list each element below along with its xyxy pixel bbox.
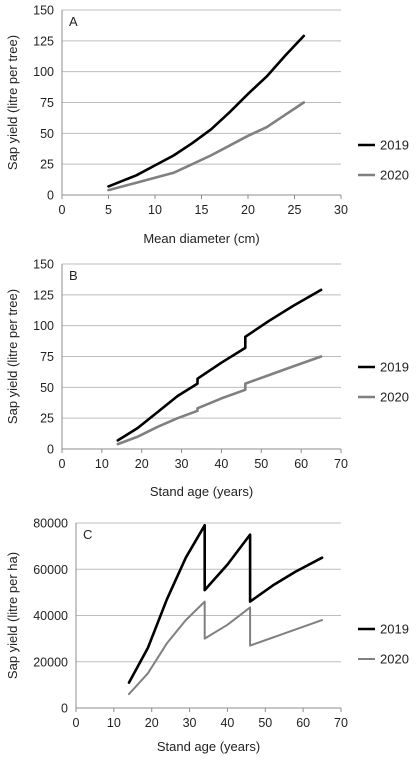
- legend: 2019 2020: [358, 138, 409, 183]
- y-axis-title: Sap yield (litre per ha): [5, 552, 20, 679]
- y-tick-label: 80000: [33, 517, 68, 531]
- y-tick-label: 50: [40, 127, 54, 141]
- y-axis-title: Sap yield (litre per tree): [5, 289, 20, 424]
- y-tick-label: 50: [40, 381, 54, 395]
- x-tick-label: 25: [288, 203, 302, 217]
- y-axis-title: Sap yield (litre per tree): [5, 35, 20, 170]
- y-tick-label: 60000: [33, 563, 68, 577]
- y-tick-label: 150: [33, 4, 54, 18]
- x-tick-label: 50: [254, 457, 268, 471]
- legend: 2019 2020: [358, 360, 409, 405]
- x-tick-label: 60: [294, 457, 308, 471]
- y-tick-label: 125: [33, 288, 54, 302]
- x-tick-label: 15: [195, 203, 209, 217]
- x-tick-label: 10: [107, 716, 121, 730]
- y-tick-label: 75: [40, 350, 54, 364]
- legend-label-2020: 2020: [380, 390, 409, 405]
- legend-label-2020: 2020: [380, 168, 409, 183]
- y-tick-label: 20000: [33, 655, 68, 669]
- series-line-2019: [116, 288, 323, 442]
- panel-label: C: [83, 527, 92, 542]
- y-tick-label: 0: [61, 702, 68, 716]
- x-tick-label: 0: [73, 716, 80, 730]
- panel-C: 0 20000 40000 60000 80000 0 10 20 30 40 50 60 70 Stan…: [5, 517, 409, 755]
- series-line-2020: [116, 355, 323, 446]
- panel-A: 0 25 50 75 100 125 150 0 5 10 15 20 25 30 Mean diamete…: [5, 4, 409, 247]
- x-axis-title: Mean diameter (cm): [143, 231, 259, 246]
- y-tick-label: 25: [40, 158, 54, 172]
- x-tick-label: 60: [296, 716, 310, 730]
- x-tick-label: 50: [258, 716, 272, 730]
- x-tick-label: 30: [175, 457, 189, 471]
- y-tick-label: 40000: [33, 609, 68, 623]
- x-tick-label: 20: [241, 203, 255, 217]
- x-tick-label: 20: [145, 716, 159, 730]
- x-axis-title: Stand age (years): [157, 739, 260, 754]
- series-line-2020: [107, 101, 306, 192]
- x-tick-label: 30: [183, 716, 197, 730]
- x-tick-label: 70: [334, 457, 348, 471]
- panel-B: 0 25 50 75 100 125 150 0 10 20 30 40 50 60 70 Stand age…: [5, 258, 409, 500]
- y-tick-label: 100: [33, 65, 54, 79]
- y-tick-label: 100: [33, 319, 54, 333]
- x-tick-label: 10: [95, 457, 109, 471]
- y-tick-label: 75: [40, 96, 54, 110]
- y-tick-label: 150: [33, 258, 54, 272]
- x-tick-label: 10: [148, 203, 162, 217]
- panel-label: B: [69, 268, 78, 283]
- legend-label-2019: 2019: [380, 360, 409, 375]
- series-line-2020: [128, 600, 324, 696]
- y-tick-label: 0: [47, 443, 54, 457]
- x-tick-label: 40: [220, 716, 234, 730]
- x-tick-label: 30: [334, 203, 348, 217]
- y-tick-label: 25: [40, 412, 54, 426]
- x-tick-label: 70: [334, 716, 348, 730]
- x-tick-label: 40: [214, 457, 228, 471]
- panel-label: A: [69, 14, 78, 29]
- y-tick-label: 125: [33, 34, 54, 48]
- y-tick-label: 0: [47, 189, 54, 203]
- legend-label-2019: 2019: [380, 622, 409, 637]
- x-axis-title: Stand age (years): [150, 484, 253, 499]
- series-line-2019: [127, 523, 324, 684]
- series-line-2019: [107, 34, 306, 188]
- x-tick-label: 5: [105, 203, 112, 217]
- legend-label-2020: 2020: [380, 652, 409, 667]
- x-tick-label: 0: [59, 203, 66, 217]
- x-tick-label: 0: [59, 457, 66, 471]
- legend: 2019 2020: [358, 622, 409, 667]
- legend-label-2019: 2019: [380, 138, 409, 153]
- x-tick-label: 20: [135, 457, 149, 471]
